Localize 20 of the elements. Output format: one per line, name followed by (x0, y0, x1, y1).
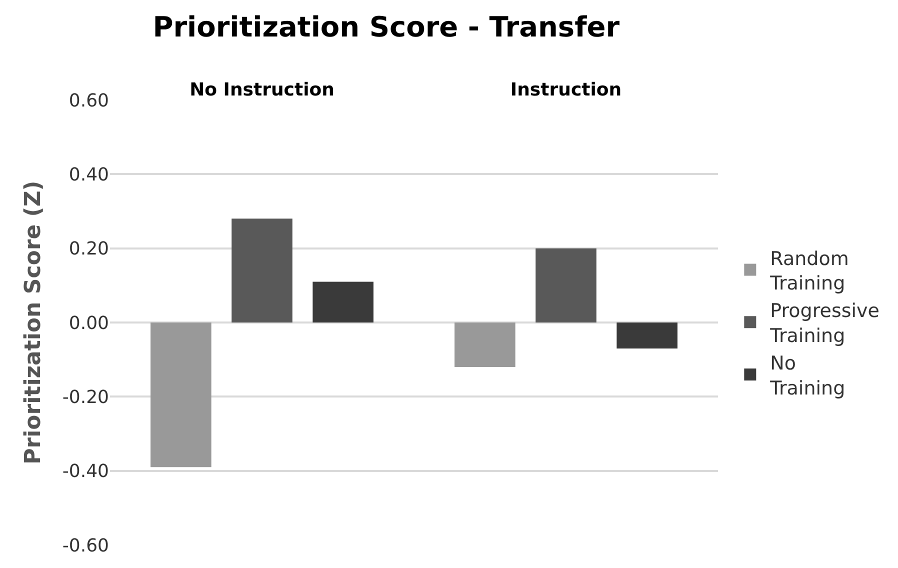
bar (150, 322, 212, 468)
legend-label: Progressive Training (769, 300, 880, 347)
bar (232, 218, 292, 322)
x-tick-label: No Instruction (190, 79, 334, 100)
y-tick-label: 0.40 (68, 164, 109, 186)
legend-label: Random Training (769, 248, 849, 294)
y-tick-label: 0.60 (68, 90, 109, 112)
y-tick-label: 0.20 (68, 238, 109, 260)
y-tick-label: -0.20 (62, 386, 109, 408)
y-axis-title: Prioritization Score (Z) (21, 180, 46, 464)
chart-title: Prioritization Score - Transfer (152, 10, 620, 44)
y-tick-label: -0.40 (62, 461, 109, 482)
y-tick-label: -0.60 (62, 535, 109, 556)
bar (536, 248, 596, 322)
bar (454, 322, 516, 367)
bar (616, 322, 678, 348)
x-tick-label: Instruction (510, 79, 622, 100)
y-tick-label: 0.00 (68, 312, 109, 334)
legend-label: No Training (769, 352, 846, 400)
bar (312, 282, 374, 322)
